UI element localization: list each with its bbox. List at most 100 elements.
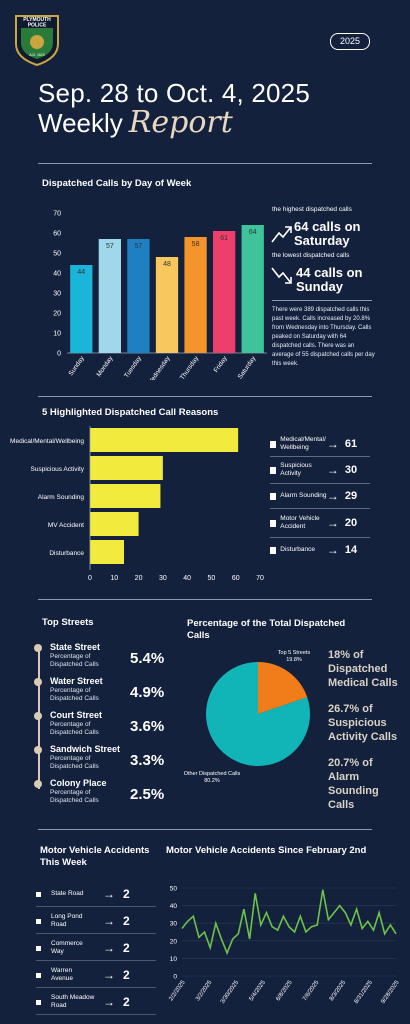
mva-week-item: South Meadow Road → 2 [36, 990, 156, 1015]
mva-road-value: 2 [123, 887, 130, 901]
legend-value: 14 [344, 544, 358, 556]
legend-swatch [270, 466, 277, 474]
reason-category-label: MV Accident [48, 522, 84, 529]
street-item: Water Street Percentage of Dispatched Cal… [34, 674, 184, 708]
divider [38, 829, 372, 830]
timeline-dot [34, 712, 42, 720]
arrow-right-icon: → [326, 463, 339, 477]
reason-bar [90, 540, 124, 564]
mva-line-chart: 0 10 20 30 40 50 2/2/2025 3/2/2025 3/30/2025 5/4/… [168, 886, 401, 1006]
street-sub-label: Percentage of Dispatched Calls [50, 653, 99, 668]
street-name: Colony Place [50, 778, 107, 788]
divider [272, 300, 372, 301]
report-title-dates: Sep. 28 to Oct. 4, 2025 [38, 78, 311, 108]
mva-road-label: Commerce Way [51, 940, 83, 955]
reason-bar [90, 428, 239, 452]
street-sub-label: Percentage of Dispatched Calls [50, 687, 99, 702]
street-pct: 3.3% [130, 752, 165, 769]
pie-slice [206, 662, 310, 766]
street-pct: 5.4% [130, 650, 165, 667]
timeline-dot [34, 780, 42, 788]
highest-label: the highest dispatched calls [272, 206, 352, 213]
divider [270, 537, 370, 538]
mva-week-item: State Road → 2 [36, 882, 156, 907]
x-tick-label: 60 [232, 575, 240, 582]
legend-value: 29 [344, 490, 358, 502]
x-tick-label: Wednesday [146, 355, 172, 380]
pie-stats: 18% of Dispatched Medical Calls 26.7% of… [328, 648, 403, 812]
arrow-right-icon: → [103, 941, 115, 955]
legend-swatch [36, 891, 41, 897]
pie-value-label: 19.8% [286, 657, 302, 663]
lowest-value: 44 calls on Sunday [296, 265, 363, 294]
legend-swatch [36, 999, 41, 1005]
street-pct: 3.6% [130, 718, 165, 735]
legend-swatch [270, 440, 277, 448]
badge-bottom-text: A.D. 1620 [29, 53, 45, 57]
y-tick-label: 10 [170, 956, 178, 963]
x-tick-label: Friday [213, 355, 230, 374]
reason-bar [90, 456, 163, 480]
timeline-dot [34, 678, 42, 686]
legend-item: Alarm Sounding → 29 [270, 484, 370, 508]
reason-category-label: Alarm Sounding [38, 494, 85, 501]
x-tick-label: 8/3/2025 [329, 979, 348, 1002]
x-tick-label: 70 [256, 575, 264, 582]
bar-wednesday [155, 257, 179, 353]
bar-value-label: 57 [135, 243, 143, 250]
divider [270, 483, 370, 484]
mva-week-item: Commerce Way → 2 [36, 936, 156, 961]
arrow-right-icon: → [103, 968, 115, 982]
x-tick-label: 6/8/2025 [275, 979, 294, 1002]
mva-road-label: State Road [51, 890, 84, 897]
x-tick-label: Tuesday [123, 355, 143, 380]
x-tick-label: 0 [88, 575, 92, 582]
y-tick-label: 30 [53, 291, 61, 298]
pie-stat-suspicious: 26.7% of Suspicious Activity Calls [328, 703, 398, 743]
highest-value: 64 calls on Saturday [294, 219, 361, 248]
reason-bar [90, 512, 139, 536]
bar-value-label: 44 [77, 269, 85, 276]
legend-label: Motor Vehicle Accident [280, 515, 320, 530]
legend-swatch [36, 945, 41, 951]
y-tick-label: 40 [53, 271, 61, 278]
pie-value-label: 80.2% [204, 778, 220, 784]
bar-monday [98, 239, 121, 353]
divider [270, 508, 370, 509]
x-tick-label: 10 [110, 575, 118, 582]
x-tick-label: 20 [135, 575, 143, 582]
bar-saturday [241, 225, 264, 353]
arrow-right-icon: → [326, 489, 339, 503]
divider [270, 456, 370, 457]
street-sub-label: Percentage of Dispatched Calls [50, 789, 99, 804]
x-tick-label: 30 [159, 575, 167, 582]
timeline-dot [34, 746, 42, 754]
street-item: State Street Percentage of Dispatched Cal… [34, 640, 184, 674]
arrow-right-icon: → [326, 437, 339, 451]
legend-value: 30 [344, 464, 358, 476]
legend-label: Medical/Mental/ Wellbeing [280, 436, 326, 451]
mva-road-value: 2 [123, 941, 130, 955]
pie-stat-medical: 18% of Dispatched Medical Calls [328, 649, 398, 689]
divider [38, 599, 372, 600]
pie-slice [258, 662, 308, 714]
reasons-bar-chart: Medical/Mental/Wellbeing Suspicious Activ… [10, 426, 264, 582]
legend-swatch [36, 972, 41, 978]
arrow-right-icon: → [326, 543, 339, 557]
week-summary: There were 389 dispatched calls this pas… [272, 307, 375, 367]
mva-road-value: 2 [123, 968, 130, 982]
street-name: Court Street [50, 710, 103, 720]
legend-swatch [270, 492, 277, 500]
x-tick-label: 3/30/2025 [220, 979, 241, 1005]
legend-swatch [36, 918, 41, 924]
x-tick-label: 8/31/2025 [354, 979, 375, 1005]
x-tick-label: 3/2/2025 [195, 979, 214, 1002]
y-tick-label: 70 [53, 211, 61, 218]
bar-value-label: 58 [192, 241, 200, 248]
reason-bar [90, 484, 161, 508]
y-tick-label: 50 [53, 251, 61, 258]
x-tick-label: 2/2/2025 [168, 979, 187, 1002]
street-name: Water Street [50, 676, 103, 686]
y-tick-label: 0 [57, 351, 61, 358]
x-tick-label: 40 [183, 575, 191, 582]
